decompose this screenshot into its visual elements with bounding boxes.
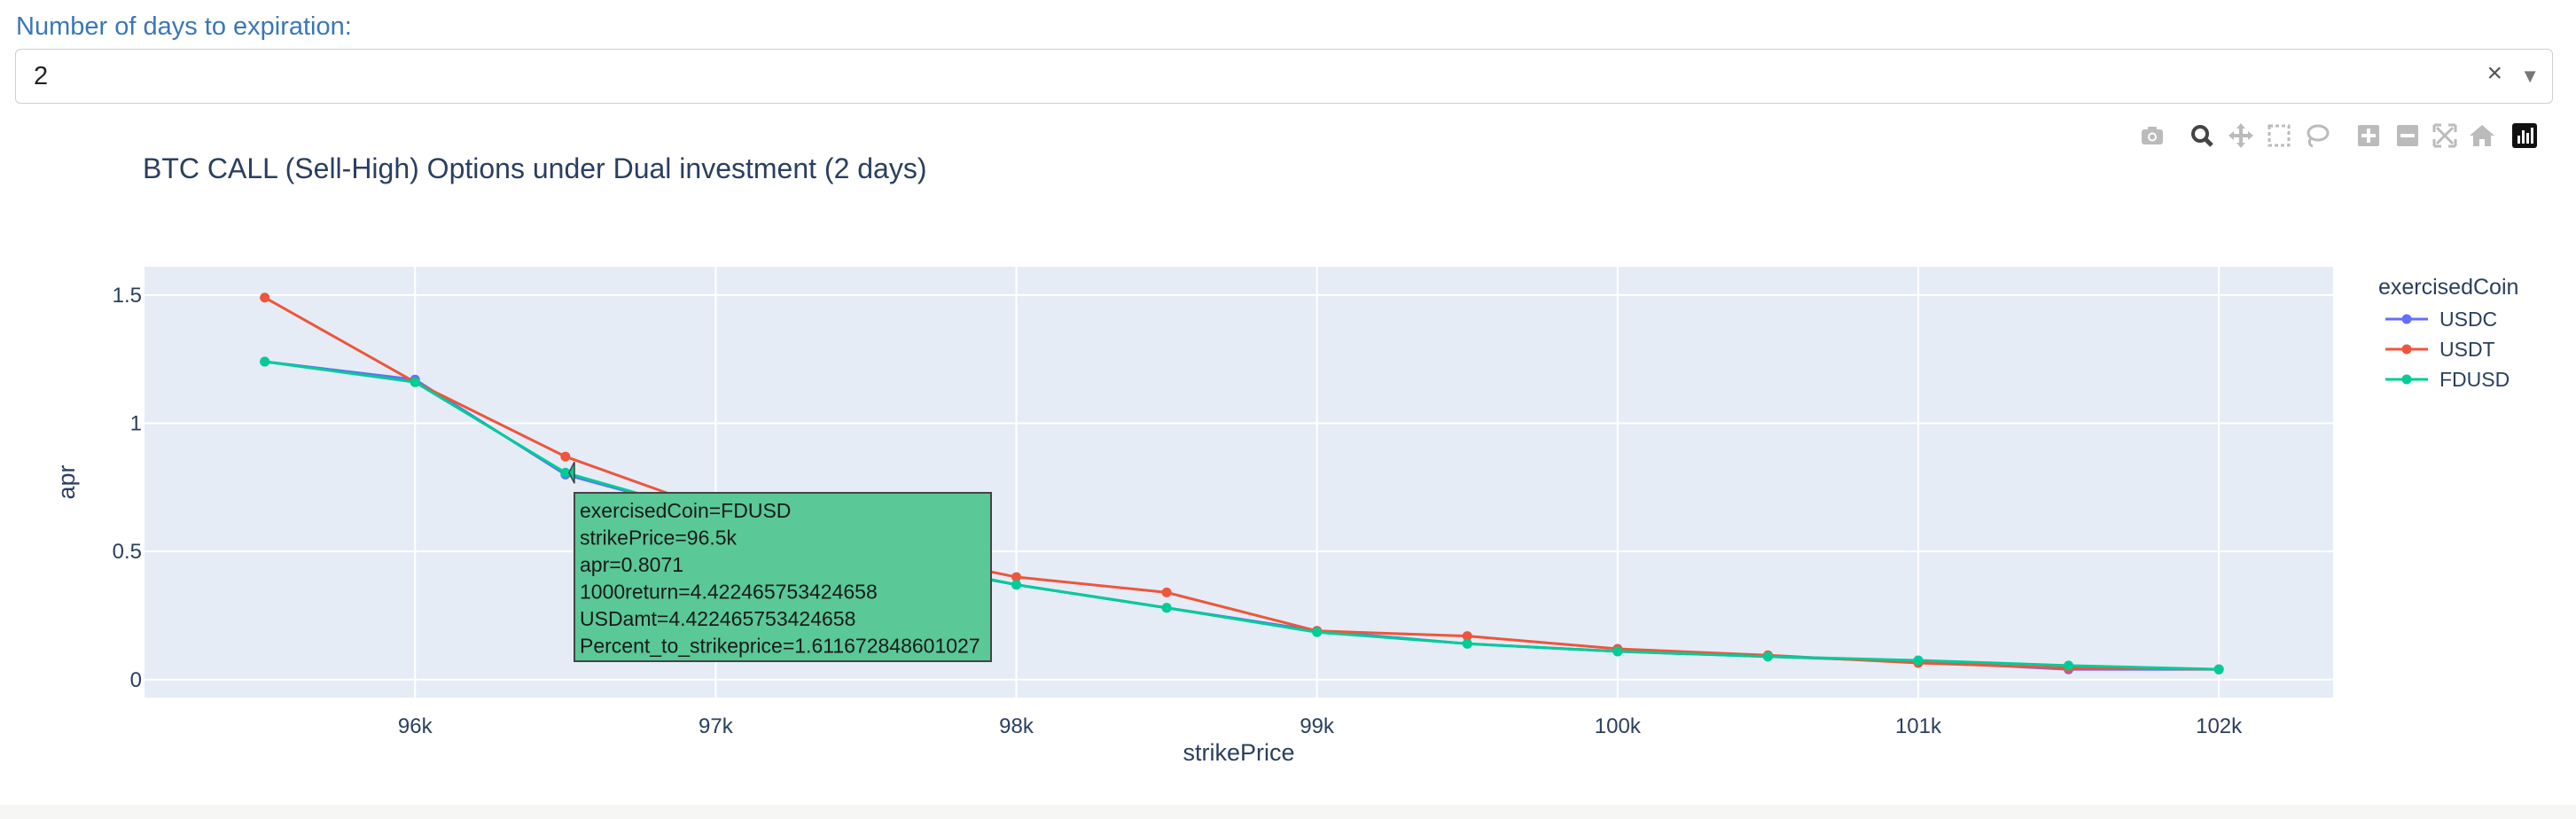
data-point[interactable] [560, 467, 571, 478]
data-point[interactable] [260, 356, 270, 367]
data-point[interactable] [1462, 638, 1472, 649]
legend-label: USDC [2439, 308, 2497, 331]
legend-swatch-marker [2401, 314, 2412, 324]
legend-item-fdusd[interactable]: FDUSD [2385, 368, 2510, 391]
data-point[interactable] [1011, 580, 1022, 590]
camera-icon[interactable] [2136, 118, 2168, 153]
series-line [264, 360, 2220, 671]
data-point[interactable] [1161, 587, 1172, 597]
zoom-icon[interactable] [2186, 118, 2218, 153]
hover-tooltip: exercisedCoin=FDUSD strikePrice=96.5k apr=… [567, 461, 992, 662]
data-point[interactable] [1312, 627, 1323, 637]
chevron-down-icon[interactable]: ▼ [2520, 65, 2540, 87]
clear-selection-icon[interactable]: × [2486, 58, 2502, 88]
data-point[interactable] [1913, 655, 1924, 666]
legend-label: FDUSD [2439, 368, 2510, 391]
tooltip-line: USDamt=4.422465753424658 [580, 607, 855, 630]
line-chart: BTC CALL (Sell-High) Options under Dual … [53, 152, 2518, 766]
tooltip-line: 1000return=4.422465753424658 [580, 581, 878, 604]
legend[interactable]: exercisedCoin USDC USDT FDUSD [2378, 275, 2518, 391]
legend-item-usdc[interactable]: USDC [2385, 308, 2497, 331]
x-tick-label: 98k [999, 714, 1034, 738]
tooltip-line: exercisedCoin=FDUSD [580, 499, 791, 522]
data-point[interactable] [2213, 664, 2224, 675]
data-point[interactable] [260, 292, 270, 303]
box-select-icon[interactable] [2263, 118, 2295, 153]
zoom-in-icon[interactable] [2353, 118, 2385, 153]
y-tick-label: 0 [130, 668, 142, 692]
y-tick-label: 1 [130, 411, 142, 435]
series-line [263, 296, 2220, 671]
legend-title: exercisedCoin [2378, 275, 2518, 300]
page-footer-shade [0, 805, 2576, 819]
data-point[interactable] [2064, 660, 2074, 671]
zoom-out-icon[interactable] [2392, 118, 2424, 153]
pan-icon[interactable] [2225, 118, 2257, 153]
lasso-select-icon[interactable] [2301, 118, 2333, 153]
reset-axes-icon[interactable] [2466, 118, 2498, 153]
data-point[interactable] [1462, 631, 1472, 642]
y-axis-title: apr [53, 464, 80, 499]
x-axis-title: strikePrice [1183, 739, 1294, 766]
legend-item-usdt[interactable]: USDT [2385, 338, 2495, 361]
tooltip-pointer [567, 461, 575, 484]
x-tick-label: 101k [1895, 714, 1942, 738]
legend-swatch-marker [2401, 374, 2412, 385]
tooltip-line: Percent_to_strikeprice=1.611672848601027 [580, 635, 980, 658]
autoscale-icon[interactable] [2429, 118, 2461, 153]
legend-swatch-marker [2401, 344, 2412, 355]
axis-ticks: 96k 97k 98k 99k 100k 101k 102k 0 0.5 1 1.5 [113, 284, 2244, 738]
plot-modebar [2136, 118, 2562, 153]
x-tick-label: 96k [398, 714, 433, 738]
x-tick-label: 97k [699, 714, 734, 738]
dropdown-selected-value: 2 [34, 62, 49, 90]
tooltip-line: strikePrice=96.5k [580, 526, 738, 550]
plotly-logo-icon[interactable] [2509, 118, 2541, 153]
x-tick-label: 99k [1300, 714, 1335, 738]
expiration-days-dropdown[interactable]: 2 × ▼ [15, 49, 2553, 104]
dropdown-label: Number of days to expiration: [16, 12, 352, 41]
tooltip-line: apr=0.8071 [580, 553, 683, 576]
chart-title: BTC CALL (Sell-High) Options under Dual … [143, 152, 927, 184]
x-tick-label: 100k [1595, 714, 1642, 738]
data-point[interactable] [410, 377, 420, 387]
x-tick-label: 102k [2196, 714, 2243, 738]
y-tick-label: 1.5 [113, 284, 142, 308]
plot-area [144, 267, 2333, 698]
chart-container: BTC CALL (Sell-High) Options under Dual … [0, 106, 2576, 807]
legend-label: USDT [2439, 338, 2495, 361]
y-tick-label: 0.5 [113, 540, 142, 564]
data-point[interactable] [560, 451, 571, 462]
tooltip-box [574, 492, 992, 662]
data-point[interactable] [1612, 646, 1623, 657]
data-point[interactable] [1762, 651, 1773, 662]
data-point[interactable] [1161, 603, 1172, 613]
data-point[interactable] [1011, 572, 1022, 582]
